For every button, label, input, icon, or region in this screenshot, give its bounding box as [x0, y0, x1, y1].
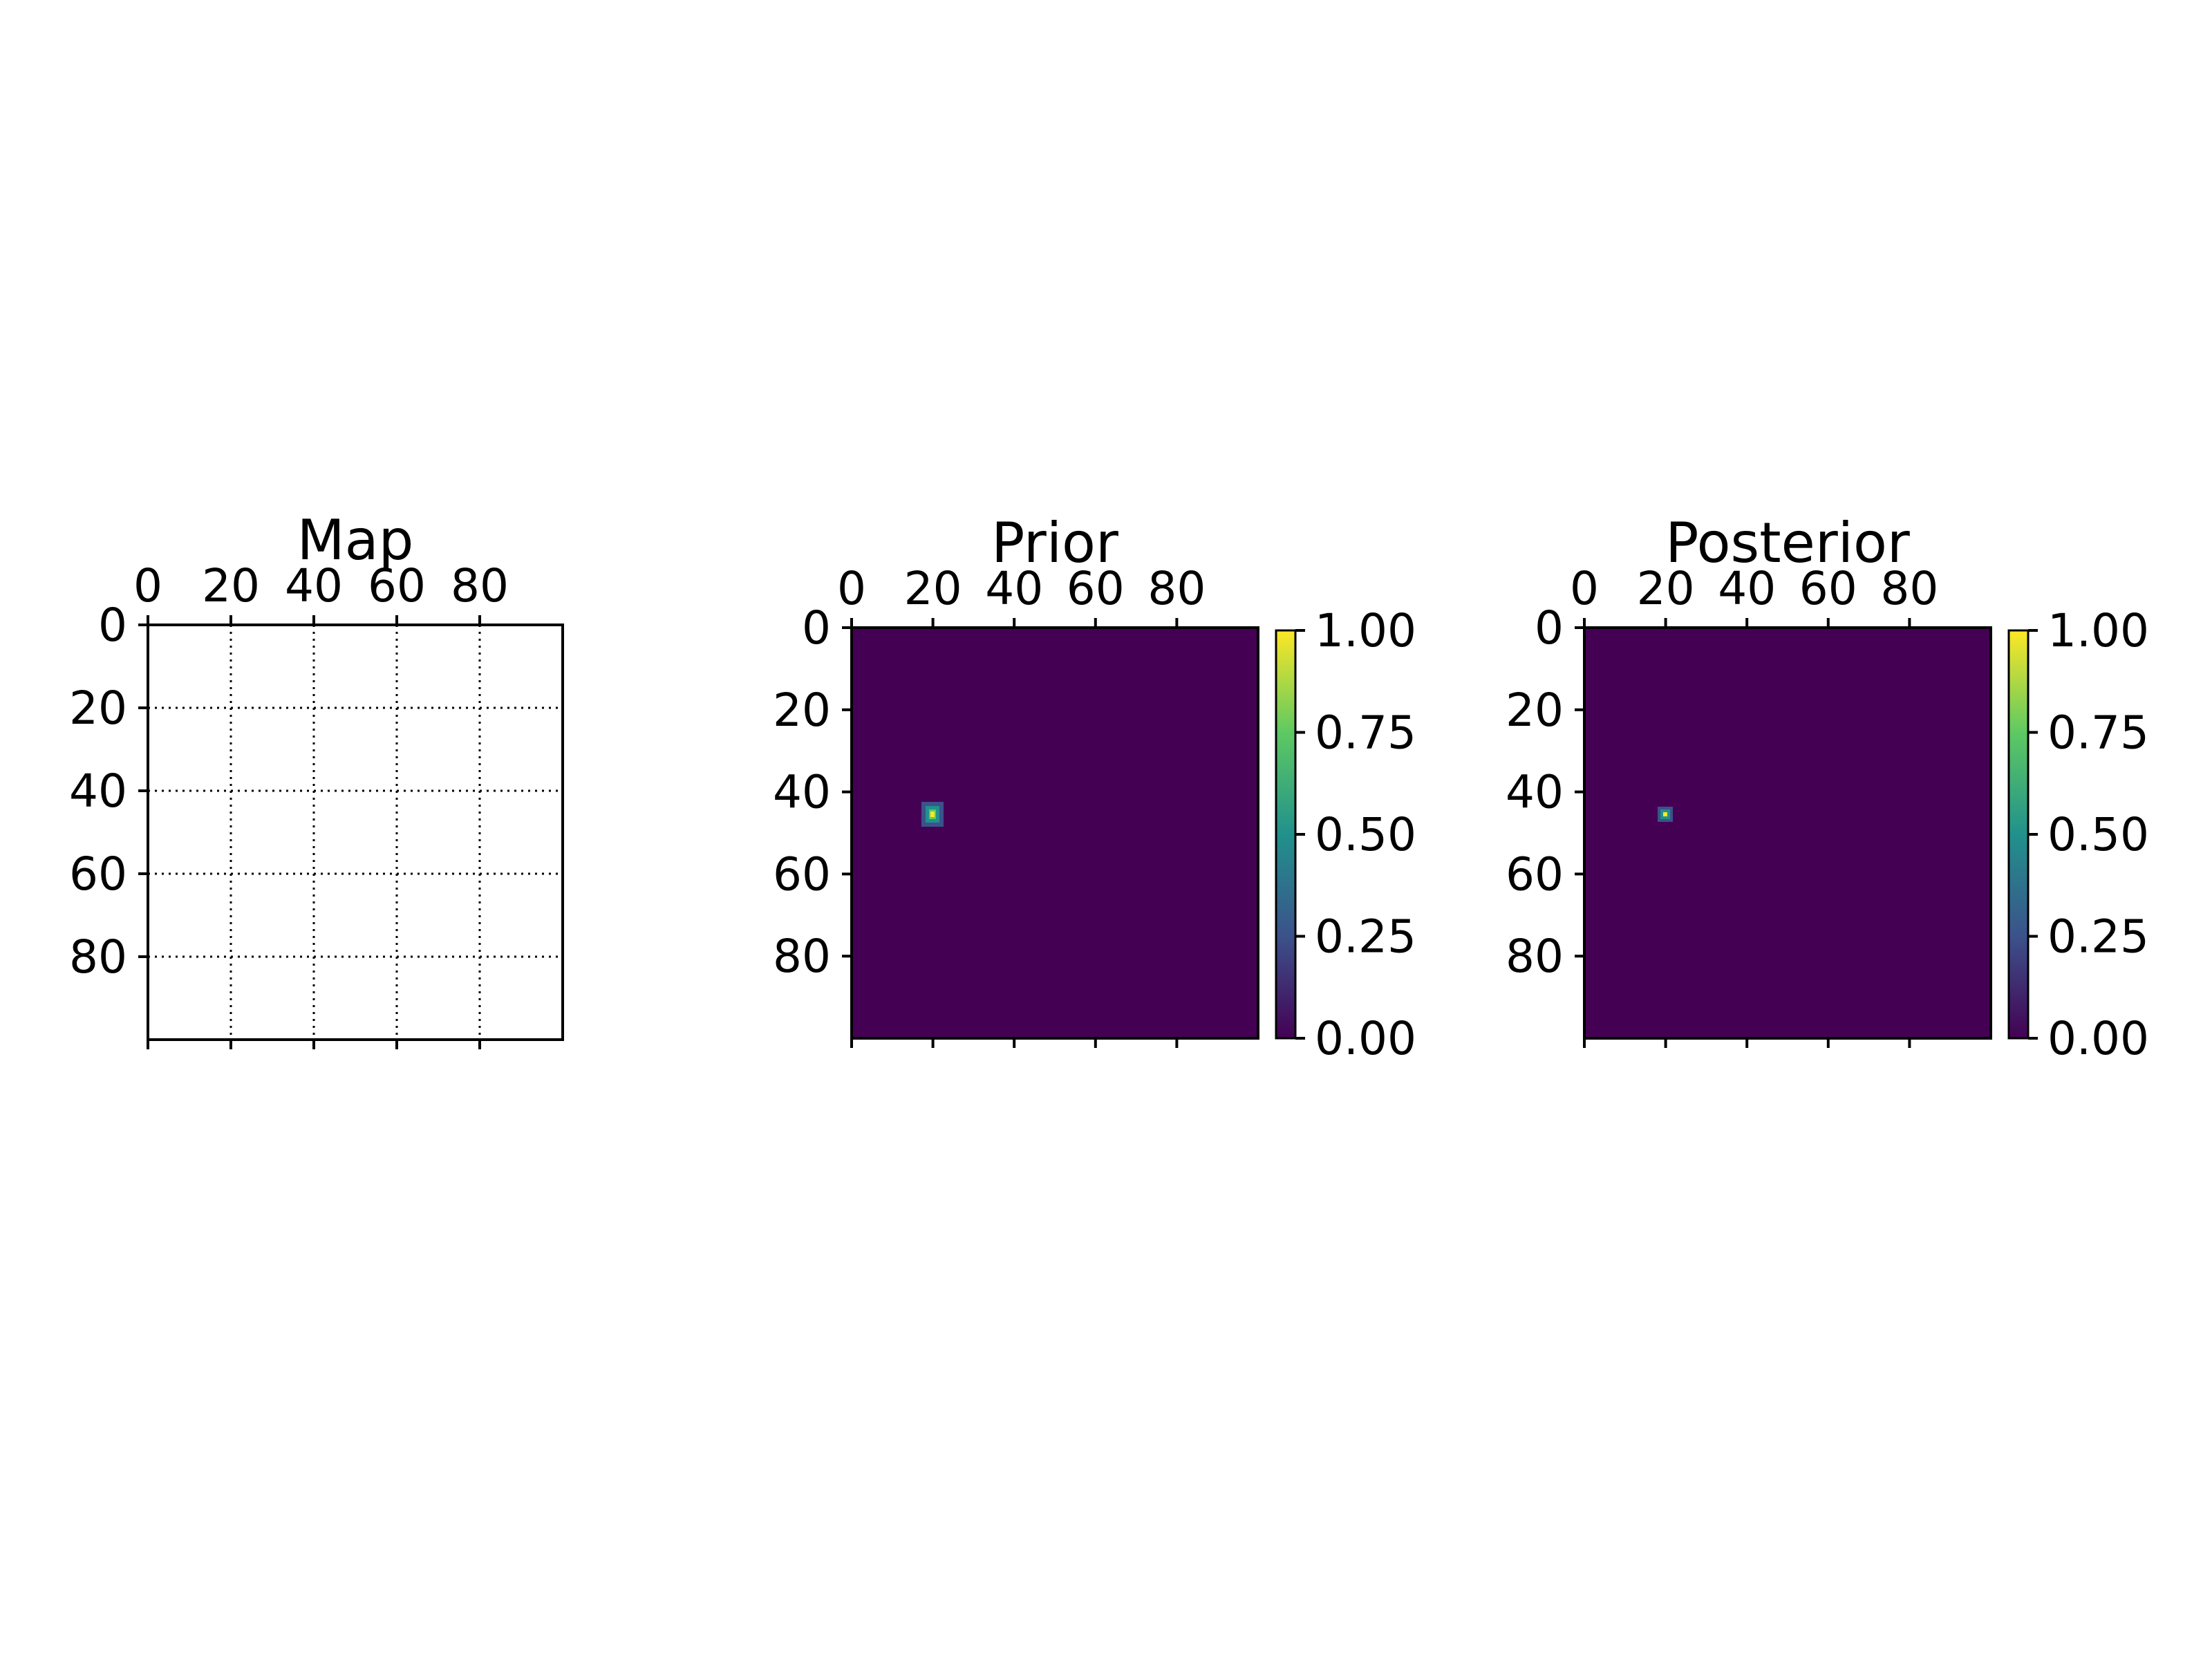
posterior-colorbar-ticks: 0.00 0.25 0.50 0.75 1.00 [2028, 604, 2149, 1065]
prior-ytick-label-60: 60 [773, 847, 831, 901]
map-ytick-label-60: 60 [69, 847, 127, 901]
prior-ytick-label-20: 20 [773, 684, 831, 737]
posterior-ytick-label-20: 20 [1506, 684, 1564, 737]
prior-xtick-label-0: 0 [837, 562, 866, 615]
posterior-ytick-label-40: 40 [1506, 766, 1564, 819]
posterior-colorbar-label-0.50: 0.50 [2047, 808, 2149, 861]
prior-xtick-label-20: 20 [904, 562, 962, 615]
posterior-ytick-label-0: 0 [1535, 601, 1564, 655]
posterior-xtick-label-40: 40 [1718, 562, 1776, 615]
prior-ytick-label-80: 80 [773, 930, 831, 983]
posterior-ytick-label-60: 60 [1506, 847, 1564, 901]
map-ytick-label-80: 80 [69, 930, 127, 984]
prior-peak [921, 802, 944, 827]
prior-xtick-label-40: 40 [985, 562, 1043, 615]
posterior-xtick-label-0: 0 [1570, 562, 1599, 615]
prior-title: Prior [991, 511, 1118, 575]
prior-frame [850, 626, 1259, 1040]
posterior-colorbar-label-0.75: 0.75 [2047, 706, 2149, 760]
prior-panel: Prior 0 20 40 60 80 0 20 40 60 80 0.00 0.25 0.50 0.7… [773, 511, 1416, 1065]
map-panel: Map 0 20 40 60 80 0 20 40 60 80 [69, 508, 564, 1049]
map-plot-area [148, 625, 563, 1040]
posterior-xtick-label-80: 80 [1880, 562, 1938, 615]
posterior-colorbar-fill [2009, 630, 2028, 1038]
map-xtick-label-0: 0 [133, 559, 162, 612]
map-xtick-label-80: 80 [451, 559, 509, 612]
posterior-colorbar: 0.00 0.25 0.50 0.75 1.00 [2007, 604, 2149, 1065]
map-ytick-label-0: 0 [98, 599, 127, 652]
posterior-colorbar-label-0.00: 0.00 [2047, 1012, 2149, 1065]
posterior-xtick-label-60: 60 [1799, 562, 1857, 615]
map-ticks: 0 20 40 60 80 0 20 40 60 80 [69, 559, 509, 1049]
map-frame [147, 624, 564, 1041]
posterior-ticks: 0 20 40 60 80 0 20 40 60 80 [1506, 562, 1938, 1048]
posterior-heatmap-background [1584, 628, 1991, 1038]
map-ytick-label-40: 40 [69, 765, 127, 818]
prior-peak-core [930, 812, 935, 817]
map-xtick-label-60: 60 [368, 559, 426, 612]
posterior-title: Posterior [1665, 511, 1910, 575]
prior-xtick-label-60: 60 [1067, 562, 1125, 615]
prior-ytick-label-0: 0 [802, 601, 831, 655]
prior-colorbar-label-0.25: 0.25 [1315, 910, 1416, 964]
posterior-frame [1583, 626, 1992, 1040]
map-title: Map [297, 508, 414, 572]
prior-ticks: 0 20 40 60 80 0 20 40 60 80 [773, 562, 1206, 1048]
posterior-ytick-label-80: 80 [1506, 930, 1564, 983]
prior-colorbar-label-0.75: 0.75 [1315, 706, 1416, 760]
prior-colorbar-label-1.00: 1.00 [1315, 604, 1416, 657]
prior-ytick-label-40: 40 [773, 766, 831, 819]
prior-heatmap-background [852, 628, 1258, 1038]
posterior-colorbar-label-1.00: 1.00 [2047, 604, 2149, 657]
prior-colorbar: 0.00 0.25 0.50 0.75 1.00 [1275, 604, 1416, 1065]
posterior-panel: Posterior 0 20 40 60 80 0 20 40 60 80 0.00 0.25 0.5… [1506, 511, 2149, 1065]
map-ytick-label-20: 20 [69, 682, 127, 735]
prior-xtick-label-80: 80 [1147, 562, 1206, 615]
map-xtick-label-40: 40 [285, 559, 343, 612]
prior-colorbar-label-0.00: 0.00 [1315, 1012, 1416, 1065]
posterior-peak-core [1663, 812, 1667, 816]
posterior-xtick-label-20: 20 [1637, 562, 1695, 615]
prior-colorbar-fill [1276, 630, 1295, 1038]
prior-colorbar-ticks: 0.00 0.25 0.50 0.75 1.00 [1295, 604, 1416, 1065]
prior-colorbar-label-0.50: 0.50 [1315, 808, 1416, 861]
posterior-peak [1658, 807, 1673, 822]
map-xtick-label-20: 20 [202, 559, 260, 612]
posterior-colorbar-label-0.25: 0.25 [2047, 910, 2149, 964]
